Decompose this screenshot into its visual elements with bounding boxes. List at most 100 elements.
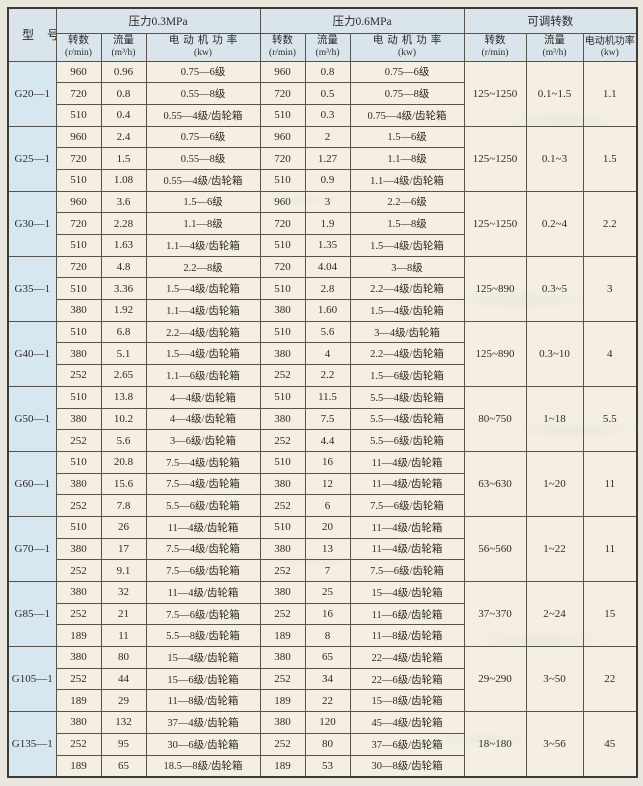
speed-cell-06: 720	[259, 147, 306, 170]
flow-cell-03: 0.96	[100, 60, 147, 84]
motor-power-spec-cell-03: 0.75—6级	[145, 60, 261, 84]
speed-cell-03: 510	[55, 103, 102, 127]
motor-power-spec-cell-03: 7.5—4级/齿轮箱	[145, 450, 261, 474]
motor-power-spec-cell-06: 11—6级/齿轮箱	[349, 602, 465, 626]
adjustable-power-cell: 11	[582, 515, 638, 583]
speed-cell-06: 510	[259, 515, 306, 539]
adjustable-speed-cell: 56~560	[463, 515, 527, 583]
table-row: G60—1 510 20.8 7.5—4级/齿轮箱 510 16 11—4级/齿轮箱 63~6…	[7, 450, 638, 517]
speed-cell-03: 252	[55, 429, 102, 452]
flow-cell-06: 0.5	[304, 82, 351, 105]
model-column-header: 型号	[7, 7, 57, 62]
table-row: 189 11 5.5—8级/齿轮箱 189 8 11—8级/齿轮箱	[8, 624, 637, 648]
speed-cell-03: 189	[55, 754, 102, 778]
speed-cell-06: 189	[259, 624, 306, 648]
speed-cell-03: 720	[55, 212, 102, 235]
subheader-label: 流量	[544, 35, 566, 47]
subheader-label: 流量	[317, 35, 339, 47]
motor-power-spec-cell-03: 18.5—8级/齿轮箱	[145, 754, 261, 778]
table-row: G20—1 960 0.96 0.75—6级 960 0.8 0.75—6级 125~1250…	[7, 60, 638, 127]
motor-power-spec-cell-03: 1.5—4级/齿轮箱	[145, 342, 261, 366]
flow-cell-03: 21	[100, 602, 147, 626]
motor-power-spec-cell-06: 15—8级/齿轮箱	[349, 689, 465, 713]
motor-power-spec-cell-06: 1.5—6级	[349, 125, 465, 149]
adjustable-power-cell: 3	[582, 255, 638, 322]
flow-cell-03: 3.6	[100, 190, 147, 214]
motor-power-spec-cell-06: 0.75—6级	[349, 60, 465, 84]
subheader-label: 电动机功率	[372, 35, 446, 47]
speed-cell-06: 252	[259, 429, 306, 452]
group-header-adjustable-speed: 可调转数	[463, 7, 638, 34]
table-row: 189 65 18.5—8级/齿轮箱 189 53 30—8级/齿轮箱	[8, 754, 637, 778]
flow-cell-03: 2.28	[100, 212, 147, 235]
flow-cell-03: 4.8	[100, 255, 147, 279]
speed-cell-03: 380	[55, 537, 102, 561]
table-row: 720 0.8 0.55—8级 720 0.5 0.75—8级	[8, 82, 637, 105]
flow-cell-06: 2.8	[304, 277, 351, 301]
speed-cell-03: 380	[55, 711, 102, 734]
flow-cell-06: 120	[304, 711, 351, 734]
speed-cell-03: 510	[55, 450, 102, 474]
flow-cell-03: 3.36	[100, 277, 147, 301]
flow-cell-06: 0.8	[304, 60, 351, 84]
subheader-unit: (r/min)	[481, 48, 509, 59]
speed-cell-06: 252	[259, 602, 306, 626]
flow-cell-03: 1.92	[100, 299, 147, 322]
model-cell: G105—1	[7, 646, 57, 713]
subheader-label: 电动机功率	[168, 35, 242, 47]
speed-cell-06: 252	[259, 494, 306, 517]
subheader-label: 转数	[68, 35, 89, 47]
motor-power-spec-cell-06: 7.5—6级/齿轮箱	[349, 494, 465, 517]
flow-cell-03: 10.2	[100, 407, 147, 431]
motor-power-spec-cell-06: 22—4级/齿轮箱	[349, 646, 465, 669]
motor-power-spec-cell-06: 11—4级/齿轮箱	[349, 450, 465, 474]
flow-cell-03: 26	[100, 515, 147, 539]
motor-power-spec-cell-03: 5.5—6级/齿轮箱	[145, 494, 261, 517]
motor-power-spec-cell-03: 11—4级/齿轮箱	[145, 581, 261, 604]
table-row: 380 1.92 1.1—4级/齿轮箱 380 1.60 1.5—4级/齿轮箱	[8, 299, 637, 322]
motor-power-spec-cell-06: 3—8级	[349, 255, 465, 279]
speed-cell-06: 380	[259, 581, 306, 604]
motor-power-spec-cell-03: 7.5—4级/齿轮箱	[145, 537, 261, 561]
speed-cell-06: 252	[259, 559, 306, 582]
model-cell: G20—1	[7, 60, 57, 127]
table-row: 252 7.8 5.5—6级/齿轮箱 252 6 7.5—6级/齿轮箱	[8, 494, 637, 517]
motor-power-spec-cell-03: 2.2—8级	[145, 255, 261, 279]
motor-power-spec-cell-06: 2.2—6级	[349, 190, 465, 214]
adjustable-power-cell: 2.2	[582, 190, 638, 257]
speed-cell-03: 510	[55, 515, 102, 539]
motor-power-spec-cell-03: 4—4级/齿轮箱	[145, 385, 261, 409]
motor-power-spec-cell-03: 15—6级/齿轮箱	[145, 667, 261, 691]
speed-cell-03: 189	[55, 689, 102, 713]
subheader-label: 电动机功率	[584, 35, 635, 47]
speed-cell-03: 510	[55, 234, 102, 257]
motor-power-spec-cell-03: 4—4级/齿轮箱	[145, 407, 261, 431]
model-cell: G60—1	[7, 450, 57, 517]
table-row: 510 3.36 1.5—4级/齿轮箱 510 2.8 2.2—4级/齿轮箱	[8, 277, 637, 301]
subheader-unit: (m³/h)	[315, 48, 340, 59]
flow-cell-06: 6	[304, 494, 351, 517]
table-row: G50—1 510 13.8 4—4级/齿轮箱 510 11.5 5.5—4级/齿轮箱 80~…	[7, 385, 638, 452]
speed-cell-03: 960	[55, 125, 102, 149]
flow-cell-06: 5.6	[304, 320, 351, 344]
table-row: 380 5.1 1.5—4级/齿轮箱 380 4 2.2—4级/齿轮箱	[8, 342, 637, 366]
table-row: G30—1 960 3.6 1.5—6级 960 3 2.2—6级 125~1250 0.2~4…	[7, 190, 638, 257]
flow-cell-03: 20.8	[100, 450, 147, 474]
speed-cell-06: 720	[259, 82, 306, 105]
flow-cell-06: 7.5	[304, 407, 351, 431]
model-cell: G70—1	[7, 515, 57, 583]
motor-power-spec-cell-03: 3—6级/齿轮箱	[145, 429, 261, 452]
adjustable-flow-cell: 2~24	[525, 580, 584, 648]
motor-power-spec-cell-06: 1.5—4级/齿轮箱	[349, 299, 465, 322]
subheader-label: 流量	[113, 35, 134, 47]
flow-cell-06: 25	[304, 581, 351, 604]
subheader-flow-06: 流量 (m³/h)	[304, 32, 351, 62]
flow-cell-06: 3	[304, 190, 351, 214]
motor-power-spec-cell-06: 30—8级/齿轮箱	[349, 754, 465, 778]
table-row: 510 1.08 0.55—4级/齿轮箱 510 0.9 1.1—4级/齿轮箱	[8, 168, 637, 192]
motor-power-spec-cell-03: 7.5—6级/齿轮箱	[145, 602, 261, 626]
motor-power-spec-cell-06: 45—4级/齿轮箱	[349, 711, 465, 734]
motor-power-spec-cell-03: 0.55—4级/齿轮箱	[145, 103, 261, 127]
speed-cell-06: 380	[259, 407, 306, 431]
speed-cell-03: 720	[55, 147, 102, 170]
